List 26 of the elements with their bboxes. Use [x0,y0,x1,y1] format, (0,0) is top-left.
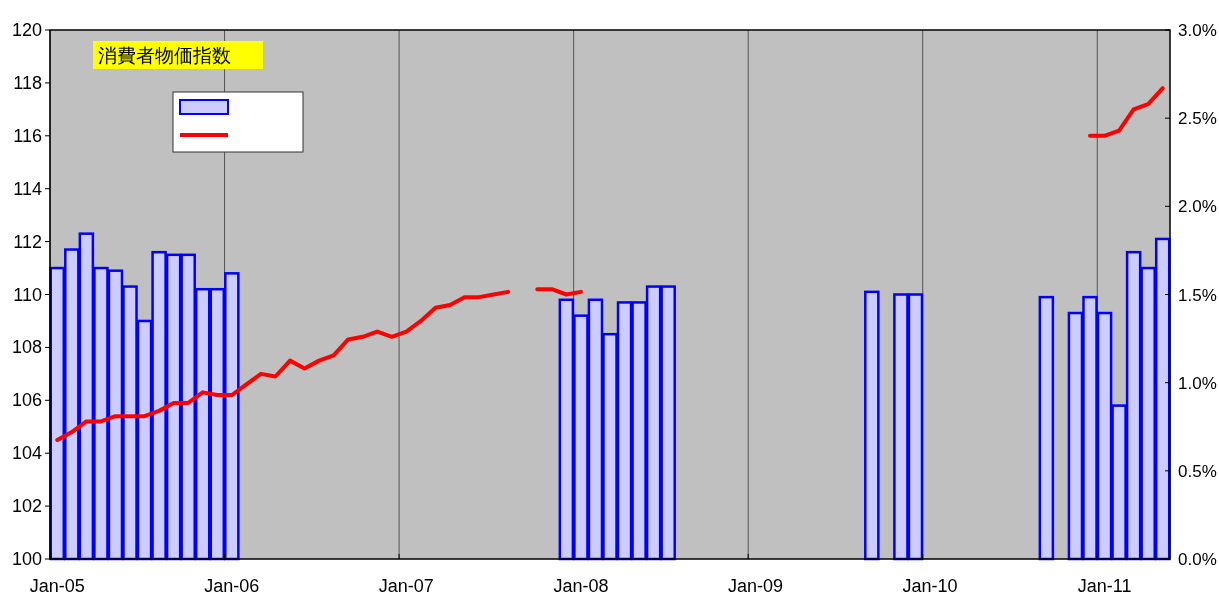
y-tick-label: 114 [13,178,42,199]
y2-tick-label: 1.5% [1178,285,1217,305]
x-tick-label: Jan-05 [29,576,85,596]
y-tick-label: 108 [11,337,42,358]
text: 消費者物価指数 [98,45,231,66]
x-tick-label: Jan-10 [902,576,958,596]
y2-tick-label: 1.0% [1178,373,1217,393]
y2-tick-label: 0.5% [1178,461,1217,481]
y2-tick-label: 2.0% [1178,197,1217,217]
y-tick-label: 118 [13,72,42,93]
x-tick-label: Jan-09 [727,576,783,596]
y2-tick-label: 3.0% [1178,21,1217,40]
x-tick-label: Jan-11 [1077,576,1132,596]
y-tick-label: 112 [13,231,42,252]
y2-tick-label: 2.5% [1178,109,1217,129]
y-tick-label: 100 [11,549,42,569]
y-tick-label: 120 [11,20,42,40]
y-tick-label: 102 [11,496,42,517]
y-tick-label: 104 [11,443,42,464]
y-tick-label: 106 [11,390,42,411]
x-tick-label: Jan-07 [378,576,434,596]
y-tick-label: 116 [13,125,42,146]
x-tick-label: Jan-08 [553,576,609,596]
x-tick-label: Jan-06 [204,576,260,596]
y2-tick-label: 0.0% [1178,550,1217,569]
y-tick-label: 110 [13,284,42,305]
